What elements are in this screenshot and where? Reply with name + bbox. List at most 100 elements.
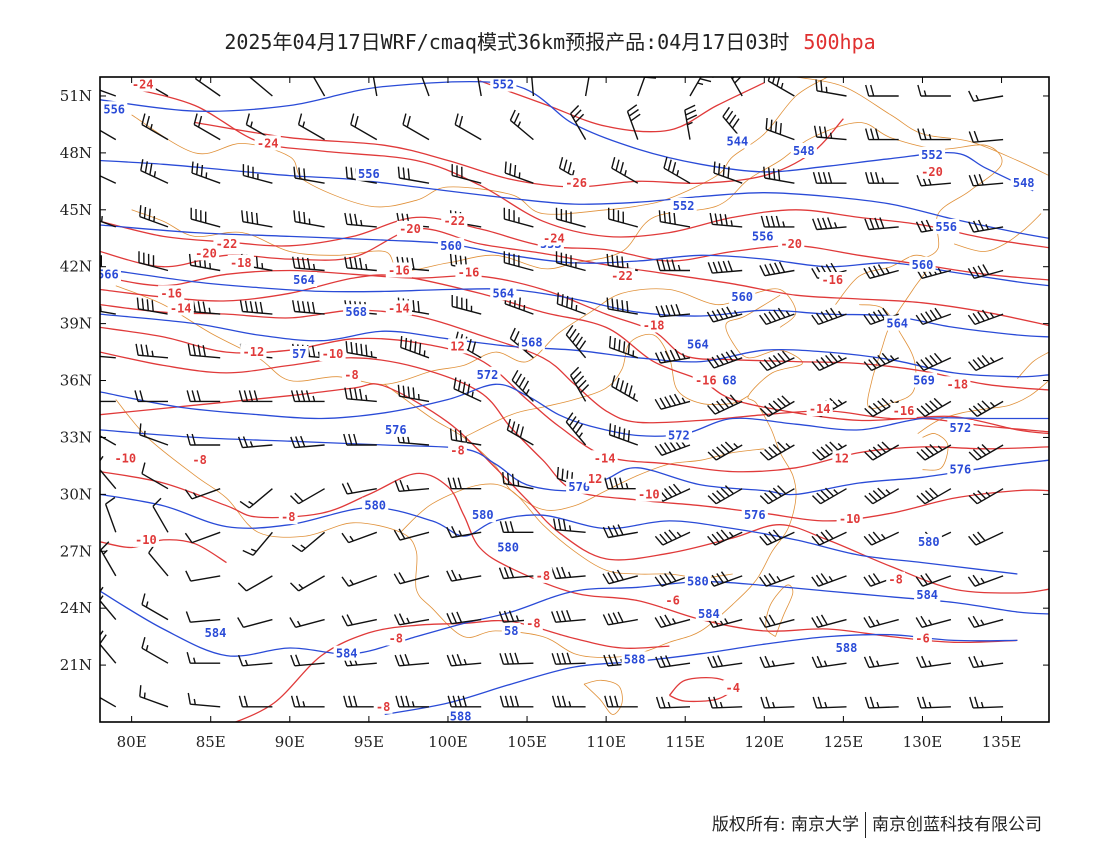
wind-barb: [608, 207, 638, 228]
wind-barb-shape: [656, 259, 690, 272]
height-contour-label-bg: [724, 133, 751, 149]
wind-barb-shape: [449, 428, 482, 446]
wind-barb-shape: [397, 384, 430, 403]
wind-barb-shape: [341, 531, 378, 544]
wind-barb: [139, 205, 169, 228]
wind-barb-shape: [499, 521, 534, 533]
temperature-contour-label: -20: [399, 222, 421, 236]
footer-separator: [865, 812, 866, 838]
height-contour-label: 572: [477, 368, 499, 382]
wind-barb-shape: [815, 79, 847, 97]
temperature-contour-label: -24: [132, 78, 154, 92]
wind-barb: [689, 77, 714, 97]
wind-barb-shape: [100, 355, 116, 359]
wind-barb-shape: [184, 531, 221, 544]
height-contour-label-bg: [918, 146, 946, 162]
height-contour-label: 572: [950, 421, 972, 435]
height-contour-label: 584: [336, 647, 358, 661]
wind-barb: [811, 307, 847, 326]
wind-barb-shape: [290, 488, 325, 505]
wind-barb: [187, 692, 221, 708]
height-contour-label-bg: [915, 533, 942, 549]
wind-barb: [341, 575, 378, 587]
temperature-contour-label: -18: [643, 319, 665, 333]
temperature-contour-label: -22: [216, 237, 238, 251]
wind-barb: [148, 543, 169, 577]
wind-barb: [400, 336, 430, 359]
wind-barb: [343, 695, 377, 708]
temperature-contour-label-bg: [918, 163, 946, 179]
height-contour-label: 576: [744, 508, 766, 522]
height-contour-label-bg: [495, 539, 522, 555]
wind-barb-shape: [152, 497, 169, 533]
wind-barb: [611, 375, 639, 403]
wind-barb: [134, 390, 168, 403]
wind-barb: [242, 531, 273, 556]
wind-barb-shape: [758, 614, 795, 628]
wind-barb: [606, 297, 638, 315]
temperature-contour-label: -20: [195, 246, 217, 260]
x-tick-label: 135E: [982, 733, 1022, 751]
height-contour-label-bg: [469, 507, 496, 523]
wind-barb: [967, 264, 1004, 279]
wind-barb-shape: [477, 77, 482, 97]
height-contour-label-bg: [910, 372, 938, 388]
temperature-contour-label-bg: [167, 300, 194, 316]
wind-barb: [393, 528, 430, 541]
height-contour-label-bg: [101, 101, 128, 117]
wind-barb-shape: [968, 130, 1004, 143]
wind-barb: [291, 531, 326, 553]
wind-barb-layer: [100, 77, 1004, 709]
wind-barb: [707, 655, 743, 669]
wind-barb-shape: [626, 104, 641, 140]
wind-barb-shape: [193, 113, 221, 141]
wind-barb-shape: [759, 655, 795, 669]
wind-barb: [237, 575, 273, 592]
height-contour-label-bg: [202, 624, 229, 640]
temperature-contour-label-bg: [533, 567, 553, 583]
height-contour-label-bg: [665, 427, 692, 443]
wind-barb: [637, 77, 657, 97]
wind-barb-shape: [185, 611, 221, 623]
temperature-contour-label-bg: [890, 402, 917, 418]
height-contour: [100, 493, 1018, 575]
temperature-contour: [100, 539, 227, 564]
wind-barb: [812, 696, 847, 709]
wind-barb: [293, 210, 325, 228]
wind-barb-shape: [708, 696, 743, 709]
wind-barb-shape: [606, 297, 638, 315]
height-contour-label: 556: [103, 102, 125, 116]
temperature-contour-label-bg: [591, 450, 618, 466]
wind-barb-shape: [393, 572, 430, 585]
wind-barb-shape: [136, 297, 169, 315]
temperature-contour: [100, 470, 1018, 644]
wind-barb-shape: [446, 611, 482, 625]
height-contour-label-bg: [355, 165, 382, 181]
wind-barb-shape: [134, 390, 168, 403]
wind-barb-shape: [242, 164, 273, 184]
wind-barb: [139, 685, 169, 708]
wind-barb-shape: [706, 349, 743, 369]
temperature-contour-label: -16: [893, 404, 915, 418]
temperature-contour-label-bg: [836, 511, 863, 526]
wind-barb: [453, 377, 482, 403]
wind-barb: [707, 394, 743, 415]
temperature-contour-label: -22: [443, 214, 465, 228]
wind-barb: [140, 159, 169, 184]
height-contour-label: 552: [492, 78, 514, 92]
wind-barb: [531, 77, 535, 97]
wind-barb: [864, 696, 899, 709]
wind-barb-shape: [604, 477, 638, 490]
wind-barb-shape: [812, 487, 847, 505]
x-tick-label: 95E: [354, 733, 384, 751]
map-title: 2025年04月17日WRF/cmaq模式36km预报产品:04月17日03时 5…: [0, 26, 1100, 55]
wind-barb: [569, 105, 587, 140]
wind-barb-shape: [759, 573, 795, 587]
wind-barb-shape: [190, 207, 221, 228]
wind-barb-shape: [402, 113, 430, 141]
wind-barb: [503, 251, 534, 272]
wind-barb-shape: [864, 397, 900, 418]
wind-barb-shape: [864, 217, 899, 231]
wind-barb: [372, 77, 378, 97]
temperature-contour-label: -8: [536, 569, 550, 583]
